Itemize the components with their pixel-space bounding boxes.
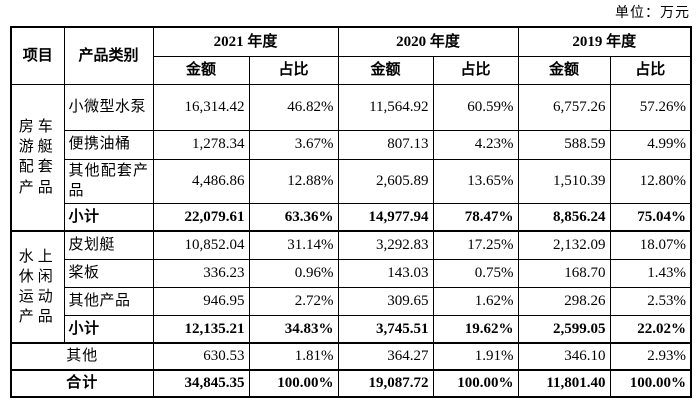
row-label-subtotal: 小计 bbox=[63, 202, 154, 232]
table-row-total: 合计 34,845.35 100.00% 19,087.72 100.00% 1… bbox=[10, 369, 692, 398]
cell-amount: 22,079.61 bbox=[152, 202, 250, 232]
cell-amount: 19,087.72 bbox=[337, 369, 434, 398]
cell-ratio: 1.81% bbox=[248, 342, 339, 371]
cell-amount: 11,564.92 bbox=[337, 83, 434, 131]
row-label-total: 合计 bbox=[10, 369, 154, 398]
cell-amount: 364.27 bbox=[337, 342, 434, 371]
header-year-2021: 2021 年度 bbox=[152, 26, 339, 57]
table-row: 便携油桶 1,278.34 3.67% 807.13 4.23% 588.59 … bbox=[11, 129, 692, 160]
cell-ratio: 18.07% bbox=[609, 230, 692, 260]
header-item: 项目 bbox=[10, 26, 65, 85]
cell-amount: 14,977.94 bbox=[337, 202, 434, 232]
cell-ratio: 4.99% bbox=[609, 129, 692, 160]
table-row: 水上休闲运动产品 皮划艇 10,852.04 31.14% 3,292.83 1… bbox=[10, 230, 692, 344]
header-ratio-2019: 占比 bbox=[609, 55, 692, 85]
table-row: 房车游艇配套产品 小微型水泵 16,314.42 46.82% 11,564.9… bbox=[10, 83, 692, 232]
cell-ratio: 12.88% bbox=[248, 158, 339, 204]
header-amount-2020: 金额 bbox=[337, 55, 434, 85]
cell-amount: 346.10 bbox=[517, 342, 611, 371]
table-row-subtotal: 小计 22,079.61 63.36% 14,977.94 78.47% 8,8… bbox=[11, 202, 692, 232]
cell-amount: 298.26 bbox=[517, 286, 611, 316]
cell-ratio: 100.00% bbox=[609, 369, 692, 398]
cell-amount: 3,745.51 bbox=[337, 314, 434, 344]
group-label: 水上休闲运动产品 bbox=[10, 230, 65, 344]
header-category: 产品类别 bbox=[63, 26, 154, 85]
cell-amount: 2,599.05 bbox=[517, 314, 611, 344]
cell-ratio: 2.93% bbox=[609, 342, 692, 371]
cell-ratio: 0.96% bbox=[248, 258, 339, 288]
cell-amount: 1,278.34 bbox=[152, 129, 250, 160]
row-label: 小微型水泵 bbox=[63, 83, 154, 131]
table-row: 其他配套产品 4,486.86 12.88% 2,605.89 13.65% 1… bbox=[11, 158, 692, 204]
cell-ratio: 4.23% bbox=[432, 129, 519, 160]
cell-ratio: 12.80% bbox=[609, 158, 692, 204]
table-row: 其他产品 946.95 2.72% 309.65 1.62% 298.26 2.… bbox=[11, 286, 692, 316]
cell-amount: 11,801.40 bbox=[517, 369, 611, 398]
cell-amount: 34,845.35 bbox=[152, 369, 250, 398]
cell-ratio: 3.67% bbox=[248, 129, 339, 160]
cell-ratio: 1.43% bbox=[609, 258, 692, 288]
cell-ratio: 100.00% bbox=[248, 369, 339, 398]
header-amount-2021: 金额 bbox=[152, 55, 250, 85]
cell-amount: 12,135.21 bbox=[152, 314, 250, 344]
row-label: 皮划艇 bbox=[63, 230, 154, 260]
row-label: 其他产品 bbox=[63, 286, 154, 316]
cell-ratio: 46.82% bbox=[248, 83, 339, 131]
row-label-other: 其他 bbox=[10, 342, 154, 371]
row-label: 桨板 bbox=[63, 258, 154, 288]
table-row-other: 其他 630.53 1.81% 364.27 1.91% 346.10 2.93… bbox=[10, 342, 692, 371]
table-row: 桨板 336.23 0.96% 143.03 0.75% 168.70 1.43… bbox=[11, 258, 692, 288]
cell-ratio: 13.65% bbox=[432, 158, 519, 204]
unit-label: 单位：万元 bbox=[615, 6, 690, 21]
cell-ratio: 1.91% bbox=[432, 342, 519, 371]
cell-ratio: 2.72% bbox=[248, 286, 339, 316]
table-header-row-years: 项目 产品类别 2021 年度 2020 年度 2019 年度 bbox=[10, 26, 692, 85]
cell-amount: 6,757.26 bbox=[517, 83, 611, 131]
cell-ratio: 17.25% bbox=[432, 230, 519, 260]
cell-amount: 16,314.42 bbox=[152, 83, 250, 131]
cell-amount: 309.65 bbox=[337, 286, 434, 316]
cell-ratio: 19.62% bbox=[432, 314, 519, 344]
cell-ratio: 2.53% bbox=[609, 286, 692, 316]
header-year-2020: 2020 年度 bbox=[337, 26, 519, 57]
cell-amount: 2,605.89 bbox=[337, 158, 434, 204]
header-year-2019: 2019 年度 bbox=[517, 26, 692, 57]
cell-ratio: 78.47% bbox=[432, 202, 519, 232]
cell-ratio: 60.59% bbox=[432, 83, 519, 131]
cell-ratio: 1.62% bbox=[432, 286, 519, 316]
cell-amount: 8,856.24 bbox=[517, 202, 611, 232]
cell-amount: 168.70 bbox=[517, 258, 611, 288]
table-row-subtotal: 小计 12,135.21 34.83% 3,745.51 19.62% 2,59… bbox=[11, 314, 692, 344]
cell-amount: 2,132.09 bbox=[517, 230, 611, 260]
cell-ratio: 75.04% bbox=[609, 202, 692, 232]
cell-amount: 946.95 bbox=[152, 286, 250, 316]
cell-amount: 630.53 bbox=[152, 342, 250, 371]
header-ratio-2020: 占比 bbox=[432, 55, 519, 85]
row-label-subtotal: 小计 bbox=[63, 314, 154, 344]
cell-amount: 588.59 bbox=[517, 129, 611, 160]
cell-amount: 4,486.86 bbox=[152, 158, 250, 204]
cell-ratio: 57.26% bbox=[609, 83, 692, 131]
cell-amount: 143.03 bbox=[337, 258, 434, 288]
cell-ratio: 63.36% bbox=[248, 202, 339, 232]
cell-ratio: 100.00% bbox=[432, 369, 519, 398]
cell-ratio: 34.83% bbox=[248, 314, 339, 344]
row-label: 便携油桶 bbox=[63, 129, 154, 160]
table-header-row-measures: 金额 占比 金额 占比 金额 占比 bbox=[11, 55, 692, 85]
cell-amount: 10,852.04 bbox=[152, 230, 250, 260]
group-label: 房车游艇配套产品 bbox=[10, 83, 65, 232]
cell-ratio: 22.02% bbox=[609, 314, 692, 344]
cell-amount: 3,292.83 bbox=[337, 230, 434, 260]
header-ratio-2021: 占比 bbox=[248, 55, 339, 85]
cell-amount: 807.13 bbox=[337, 129, 434, 160]
cell-ratio: 31.14% bbox=[248, 230, 339, 260]
cell-ratio: 0.75% bbox=[432, 258, 519, 288]
cell-amount: 336.23 bbox=[152, 258, 250, 288]
revenue-by-product-table: 项目 产品类别 2021 年度 2020 年度 2019 年度 金额 占比 金额… bbox=[10, 26, 693, 398]
header-amount-2019: 金额 bbox=[517, 55, 611, 85]
row-label: 其他配套产品 bbox=[63, 158, 154, 204]
cell-amount: 1,510.39 bbox=[517, 158, 611, 204]
